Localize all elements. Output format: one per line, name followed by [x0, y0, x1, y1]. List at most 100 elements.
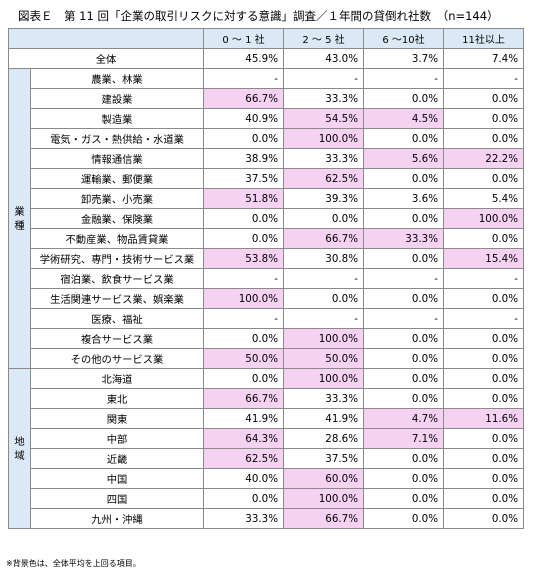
row-label: 電気・ガス・熱供給・水道業: [30, 128, 204, 149]
group-label-char: 地: [14, 435, 25, 448]
table-row: その他のサービス業 50.0% 50.0% 0.0% 0.0%: [9, 348, 524, 369]
table-row: 近畿 62.5% 37.5% 0.0% 0.0%: [9, 448, 524, 469]
cell-value: 54.5%: [283, 108, 364, 129]
group-label: 地域: [8, 368, 31, 529]
cell-value: 100.0%: [443, 208, 524, 229]
row-label: 金融業、保険業: [30, 208, 204, 229]
cell-value: 0.0%: [203, 328, 284, 349]
cell-value: 50.0%: [203, 348, 284, 369]
table-row: 四国 0.0% 100.0% 0.0% 0.0%: [9, 488, 524, 509]
cell-value: -: [363, 68, 444, 89]
row-label: 生活関連サービス業、娯楽業: [30, 288, 204, 309]
cell-value: 0.0%: [443, 448, 524, 469]
cell-value: 7.4%: [443, 48, 524, 69]
table-row: 不動産業、物品賃貸業 0.0% 66.7% 33.3% 0.0%: [9, 228, 524, 249]
cell-value: 0.0%: [443, 228, 524, 249]
cell-value: 0.0%: [443, 488, 524, 509]
cell-value: 0.0%: [443, 468, 524, 489]
row-label: 農業、林業: [30, 68, 204, 89]
cell-value: 66.7%: [203, 88, 284, 109]
group-label-char: 域: [14, 449, 25, 462]
row-label: 建設業: [30, 88, 204, 109]
row-label: 関東: [30, 408, 204, 429]
group-label: 業種: [8, 68, 31, 369]
cell-value: 0.0%: [363, 128, 444, 149]
table-row: 中部 64.3% 28.6% 7.1% 0.0%: [9, 428, 524, 449]
row-label: その他のサービス業: [30, 348, 204, 369]
cell-value: 64.3%: [203, 428, 284, 449]
table-title: 図表Ｅ 第 11 回「企業の取引リスクに対する意識」調査／１年間の貸倒れ社数 （…: [18, 9, 499, 23]
cell-value: 0.0%: [363, 368, 444, 389]
group-label-char: 種: [14, 219, 25, 232]
table-row: 宿泊業、飲食サービス業 - - - -: [9, 268, 524, 289]
table-row: 金融業、保険業 0.0% 0.0% 0.0% 100.0%: [9, 208, 524, 229]
cell-value: 100.0%: [203, 288, 284, 309]
cell-value: 0.0%: [443, 428, 524, 449]
total-row: 全体 45.9% 43.0% 3.7% 7.4%: [8, 48, 524, 69]
cell-value: -: [203, 308, 284, 329]
cell-value: -: [443, 308, 524, 329]
cell-value: -: [363, 308, 444, 329]
cell-value: 28.6%: [283, 428, 364, 449]
cell-value: -: [443, 268, 524, 289]
cell-value: 41.9%: [203, 408, 284, 429]
cell-value: 60.0%: [283, 468, 364, 489]
cell-value: 0.0%: [203, 128, 284, 149]
cell-value: 0.0%: [443, 328, 524, 349]
footnote: ※背景色は、全体平均を上回る項目。: [6, 559, 141, 568]
cell-value: 0.0%: [203, 208, 284, 229]
cell-value: 33.3%: [363, 228, 444, 249]
cell-value: 38.9%: [203, 148, 284, 169]
row-label: 北海道: [30, 368, 204, 389]
cell-value: 0.0%: [203, 368, 284, 389]
table-row: 複合サービス業 0.0% 100.0% 0.0% 0.0%: [9, 328, 524, 349]
cell-value: 0.0%: [443, 128, 524, 149]
cell-value: 0.0%: [283, 208, 364, 229]
cell-value: 22.2%: [443, 148, 524, 169]
cell-value: 0.0%: [363, 88, 444, 109]
cell-value: 0.0%: [203, 488, 284, 509]
table-row: 情報通信業 38.9% 33.3% 5.6% 22.2%: [9, 148, 524, 169]
row-label: 中国: [30, 468, 204, 489]
cell-value: 0.0%: [363, 328, 444, 349]
cell-value: 4.7%: [363, 408, 444, 429]
cell-value: 0.0%: [363, 208, 444, 229]
cell-value: 0.0%: [363, 508, 444, 529]
header-row: 0 ～ 1 社 2 ～ 5 社 6 ～10社 11社以上: [8, 28, 524, 49]
cell-value: 0.0%: [363, 288, 444, 309]
row-label: 情報通信業: [30, 148, 204, 169]
row-label: 複合サービス業: [30, 328, 204, 349]
cell-value: 37.5%: [203, 168, 284, 189]
table-row: 電気・ガス・熱供給・水道業 0.0% 100.0% 0.0% 0.0%: [9, 128, 524, 149]
cell-value: 0.0%: [363, 488, 444, 509]
table-row: 東北 66.7% 33.3% 0.0% 0.0%: [9, 388, 524, 409]
cell-value: 33.3%: [203, 508, 284, 529]
column-header: 6 ～10社: [363, 28, 444, 49]
row-label: 運輸業、郵便業: [30, 168, 204, 189]
cell-value: 0.0%: [443, 348, 524, 369]
row-label: 九州・沖縄: [30, 508, 204, 529]
cell-value: 0.0%: [443, 288, 524, 309]
cell-value: 33.3%: [283, 88, 364, 109]
header-corner: [8, 28, 204, 49]
cell-value: 0.0%: [283, 288, 364, 309]
cell-value: 0.0%: [443, 368, 524, 389]
cell-value: 0.0%: [203, 228, 284, 249]
column-header: 2 ～ 5 社: [283, 28, 364, 49]
cell-value: -: [283, 268, 364, 289]
cell-value: 43.0%: [283, 48, 364, 69]
cell-value: 3.6%: [363, 188, 444, 209]
row-label: 中部: [30, 428, 204, 449]
row-label: 全体: [8, 48, 204, 69]
row-label: 卸売業、小売業: [30, 188, 204, 209]
table-row: 中国 40.0% 60.0% 0.0% 0.0%: [9, 468, 524, 489]
cell-value: 3.7%: [363, 48, 444, 69]
cell-value: 39.3%: [283, 188, 364, 209]
cell-value: 66.7%: [283, 228, 364, 249]
cell-value: 41.9%: [283, 408, 364, 429]
cell-value: -: [283, 68, 364, 89]
row-label: 不動産業、物品賃貸業: [30, 228, 204, 249]
cell-value: 5.6%: [363, 148, 444, 169]
column-header: 11社以上: [443, 28, 524, 49]
